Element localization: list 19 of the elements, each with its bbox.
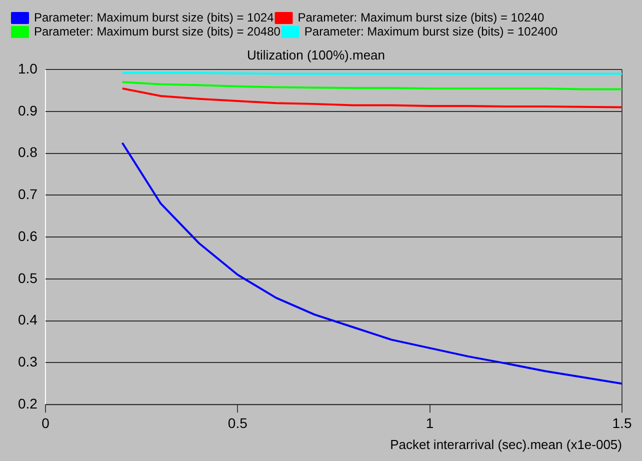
y-tick-label: 0.6	[18, 228, 38, 244]
y-axis-title: Utilization (100%).mean	[246, 47, 386, 62]
y-tick-label: 0.8	[18, 144, 38, 160]
y-tick-label: 0.5	[18, 270, 38, 286]
x-axis-title: Packet interarrival (sec).mean (x1e-005)	[390, 436, 622, 452]
y-tick-label: 0.2	[18, 395, 38, 412]
y-tick-label: 0.7	[18, 186, 38, 202]
y-tick-label: 0.3	[18, 354, 38, 370]
y-tick-label: 0.4	[18, 312, 38, 328]
legend-label: Parameter: Maximum burst size (bits) = 102400	[304, 24, 558, 38]
x-tick-label: 1	[426, 414, 434, 431]
x-tick-label: 1.5	[612, 414, 632, 431]
y-tick-label: 0.9	[18, 102, 38, 118]
legend-label: Parameter: Maximum burst size (bits) = 1024	[34, 10, 274, 24]
x-tick-label: 0	[42, 414, 50, 431]
legend-label: Parameter: Maximum burst size (bits) = 20480	[34, 24, 281, 38]
legend-label: Parameter: Maximum burst size (bits) = 10240	[298, 10, 544, 24]
y-tick-label: 1.0	[18, 60, 38, 76]
x-tick-label: 0.5	[228, 414, 248, 431]
